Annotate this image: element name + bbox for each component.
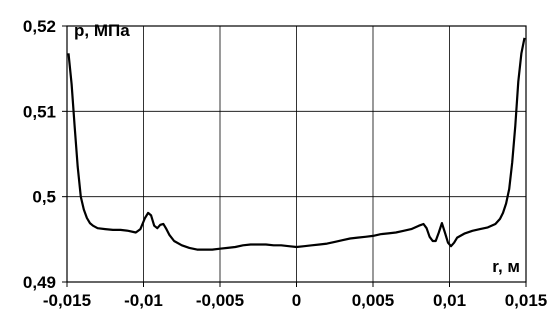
grid: [67, 26, 526, 282]
x-tick-label: -0,005: [196, 291, 244, 310]
y-axis-label: p, МПа: [74, 21, 130, 40]
y-tick-label: 0,52: [23, 17, 56, 36]
y-tick-label: 0,5: [32, 188, 56, 207]
x-tick-label: -0,015: [43, 291, 91, 310]
x-tick-label: 0,01: [433, 291, 466, 310]
x-tick-label: -0,01: [124, 291, 163, 310]
series-group: [67, 37, 526, 251]
x-tick-label: 0: [292, 291, 301, 310]
series-line: [67, 37, 526, 251]
y-tick-label: 0,51: [23, 102, 56, 121]
x-tick-label: 0,005: [352, 291, 395, 310]
y-tick-label: 0,49: [23, 273, 56, 292]
x-axis-ticks: -0,015 -0,01 -0,005 0 0,005 0,01 0,015: [43, 282, 547, 310]
x-axis-label: r, м: [492, 257, 520, 276]
x-tick-label: 0,015: [505, 291, 548, 310]
y-axis-ticks: 0,49 0,5 0,51 0,52: [23, 17, 67, 292]
